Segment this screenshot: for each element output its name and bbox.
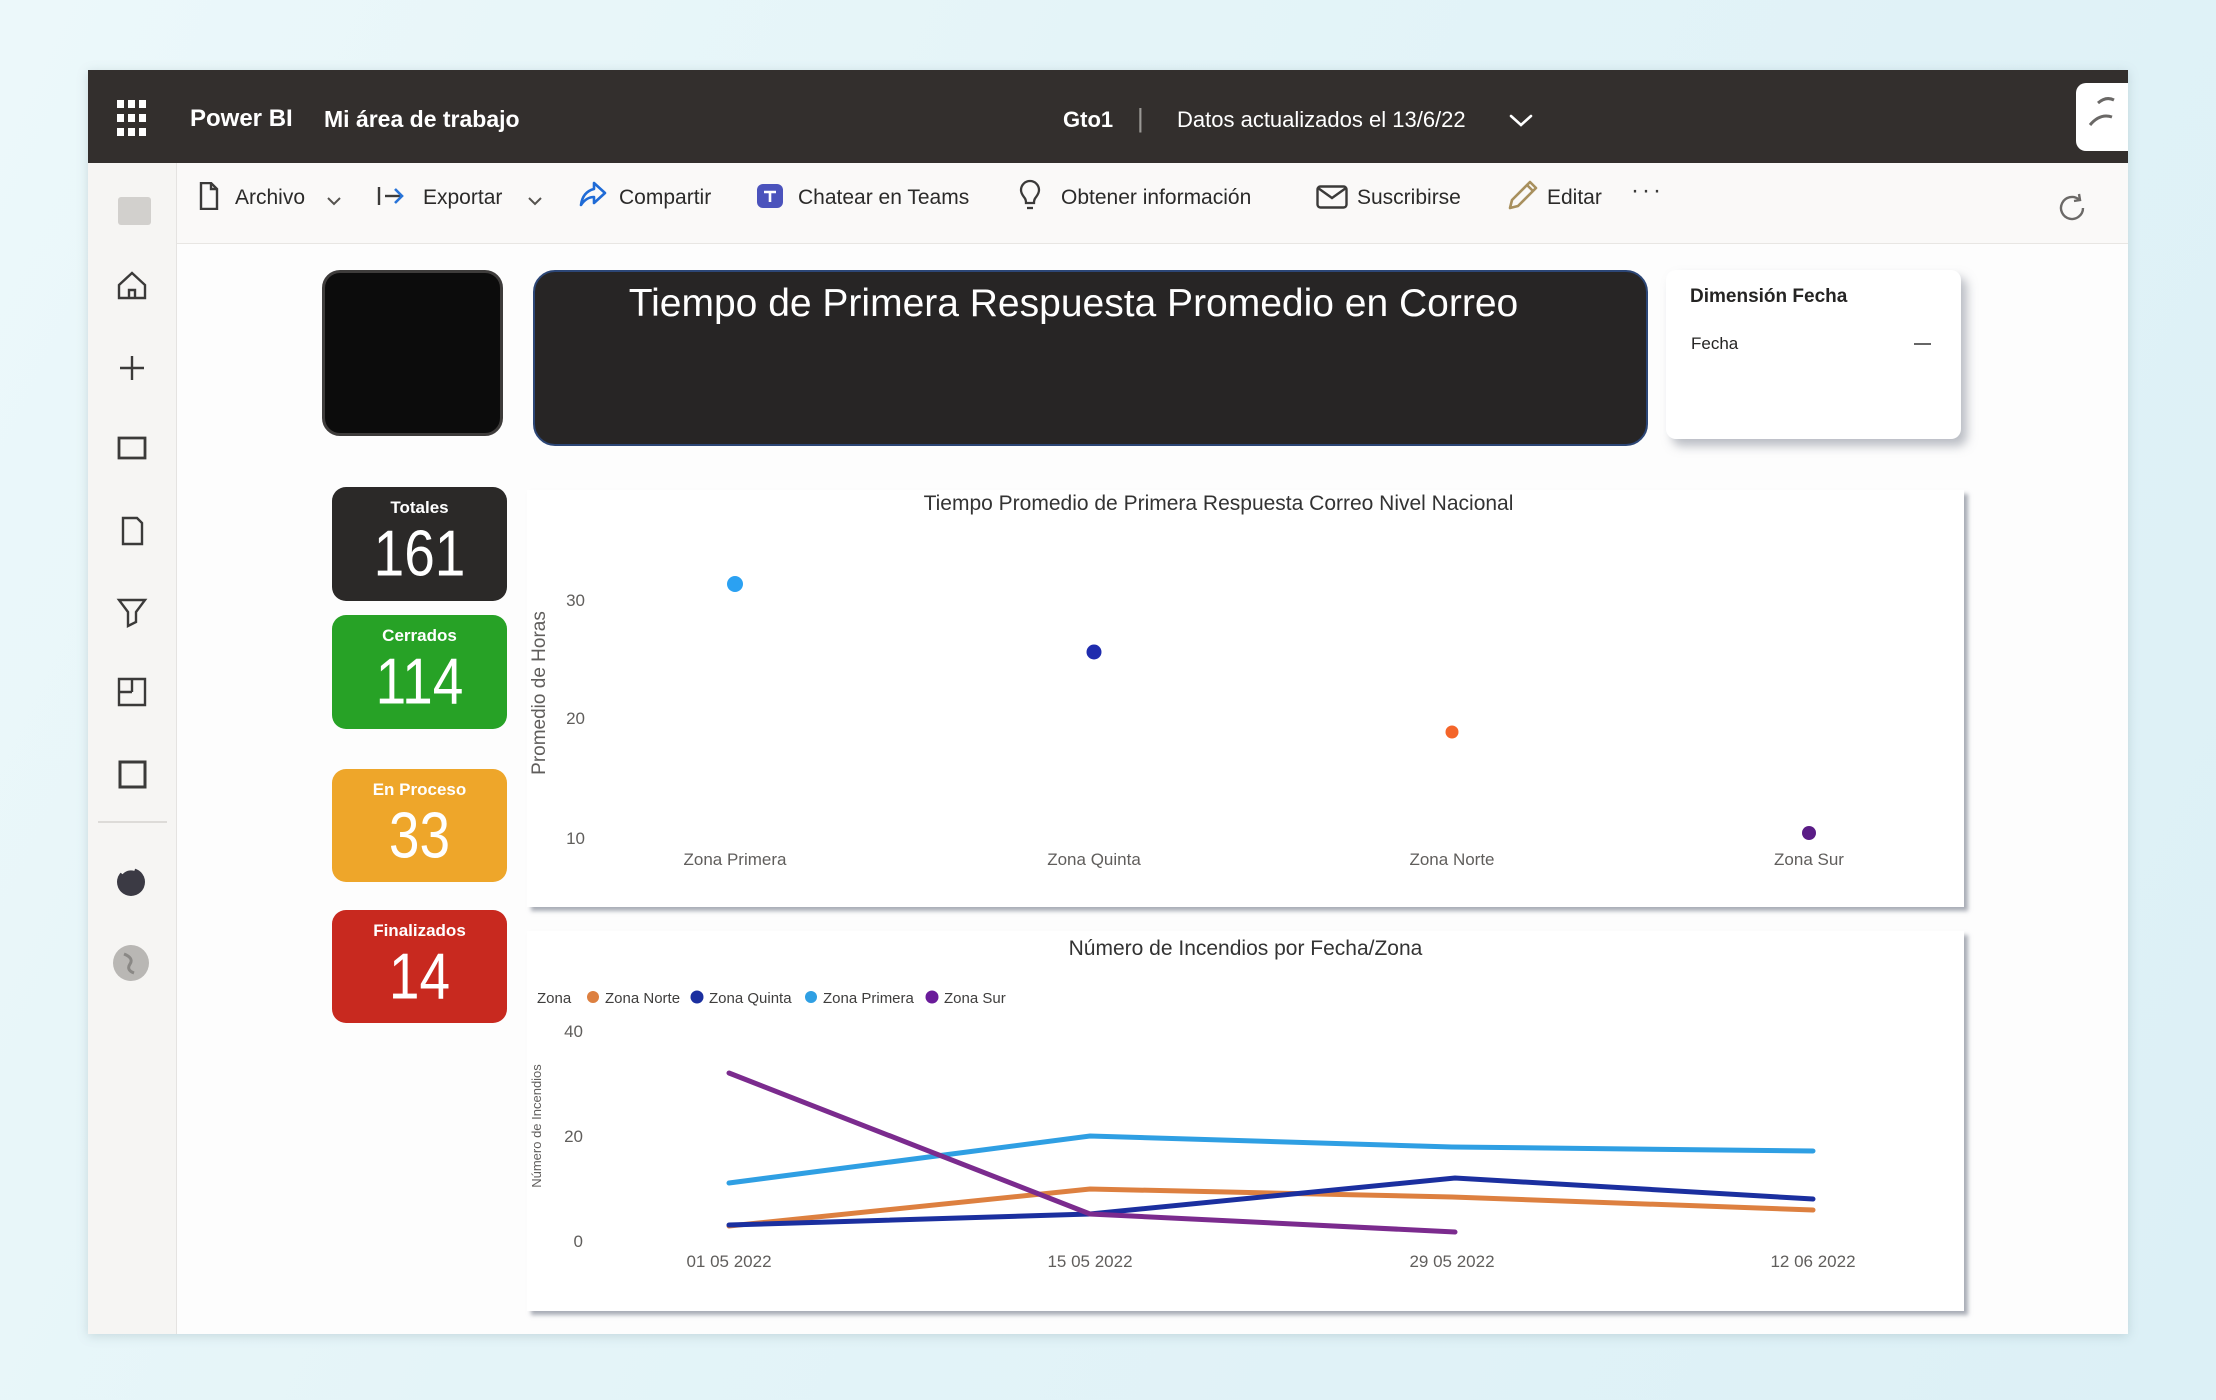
svg-text:20: 20 — [566, 709, 585, 728]
svg-text:Zona Norte: Zona Norte — [1409, 850, 1494, 869]
svg-text:29 05 2022: 29 05 2022 — [1409, 1252, 1494, 1271]
svg-text:Zona: Zona — [537, 990, 572, 1007]
svg-text:Zona Primera: Zona Primera — [823, 990, 915, 1007]
svg-text:20: 20 — [564, 1127, 583, 1146]
svg-text:01 05 2022: 01 05 2022 — [686, 1252, 771, 1271]
svg-text:Zona Norte: Zona Norte — [605, 990, 680, 1007]
svg-text:15 05 2022: 15 05 2022 — [1047, 1252, 1132, 1271]
svg-text:30: 30 — [566, 591, 585, 610]
svg-text:Número de Incendios: Número de Incendios — [529, 1064, 544, 1188]
svg-text:Zona Quinta: Zona Quinta — [709, 990, 792, 1007]
svg-text:Zona Sur: Zona Sur — [944, 990, 1006, 1007]
svg-text:Zona Quinta: Zona Quinta — [1047, 850, 1141, 869]
svg-text:Promedio de Horas: Promedio de Horas — [529, 611, 550, 775]
svg-text:10: 10 — [566, 829, 585, 848]
svg-text:40: 40 — [564, 1022, 583, 1041]
svg-text:Zona Sur: Zona Sur — [1774, 850, 1844, 869]
svg-text:12 06 2022: 12 06 2022 — [1770, 1252, 1855, 1271]
svg-text:Zona Primera: Zona Primera — [684, 850, 788, 869]
svg-text:0: 0 — [574, 1232, 583, 1251]
